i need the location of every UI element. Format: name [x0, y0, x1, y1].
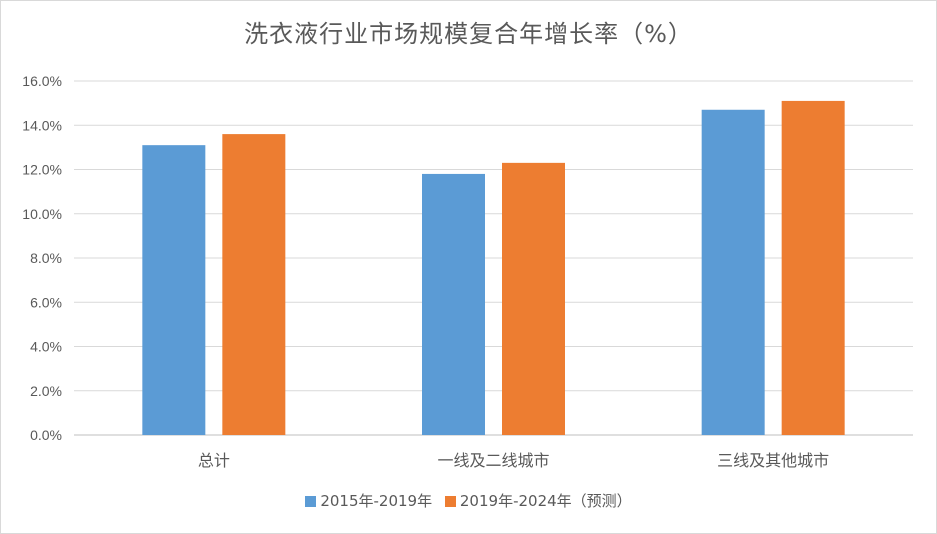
y-tick-label: 14.0% [22, 117, 62, 133]
x-category-label: 一线及二线城市 [437, 451, 549, 470]
bar-series-2-3 [781, 100, 845, 435]
bar-series-2-1 [222, 134, 286, 435]
legend-swatch-series-2 [444, 496, 456, 507]
bar-series-1-2 [422, 173, 485, 436]
x-category-label: 三线及其他城市 [717, 451, 829, 470]
y-tick-label: 2.0% [30, 383, 62, 399]
legend-item-series-1: 2015年-2019年 [305, 490, 432, 511]
legend-label-series-2: 2019年-2024年（预测） [459, 492, 632, 510]
legend-swatch-series-1 [305, 496, 317, 507]
bar-series-1-3 [701, 109, 765, 435]
legend-item-series-2: 2019年-2024年（预测） [444, 490, 632, 511]
y-tick-label: 12.0% [22, 162, 62, 178]
legend-label-series-1: 2015年-2019年 [320, 492, 433, 510]
legend: 2015年-2019年 2019年-2024年（预测） [0, 490, 937, 511]
x-category-label: 总计 [198, 451, 230, 470]
y-tick-label: 0.0% [30, 427, 62, 443]
y-tick-label: 10.0% [22, 206, 62, 222]
bar-series-2-2 [502, 162, 565, 436]
y-tick-label: 6.0% [30, 294, 62, 310]
y-tick-label: 4.0% [30, 339, 62, 355]
y-tick-label: 16.0% [22, 73, 62, 89]
bar-series-1-1 [142, 145, 206, 435]
y-tick-label: 8.0% [30, 250, 62, 266]
chart-title: 洗衣液行业市场规模复合年增长率（%） [244, 20, 693, 48]
